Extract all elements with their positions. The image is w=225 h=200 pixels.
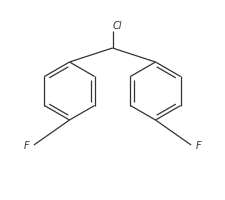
Text: F: F — [24, 141, 29, 151]
Text: F: F — [196, 141, 201, 151]
Text: Cl: Cl — [112, 21, 122, 31]
